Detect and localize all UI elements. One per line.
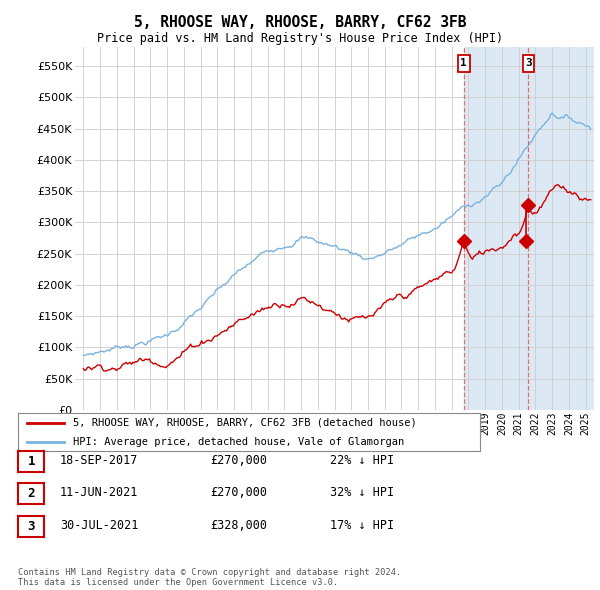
Text: 32% ↓ HPI: 32% ↓ HPI bbox=[330, 486, 394, 499]
Text: 30-JUL-2021: 30-JUL-2021 bbox=[60, 519, 139, 532]
Text: £270,000: £270,000 bbox=[210, 454, 267, 467]
Text: 3: 3 bbox=[525, 58, 532, 68]
Text: £270,000: £270,000 bbox=[210, 486, 267, 499]
Text: 5, RHOOSE WAY, RHOOSE, BARRY, CF62 3FB: 5, RHOOSE WAY, RHOOSE, BARRY, CF62 3FB bbox=[134, 15, 466, 30]
Bar bbox=[464, 47, 594, 410]
Text: £328,000: £328,000 bbox=[210, 519, 267, 532]
Text: HPI: Average price, detached house, Vale of Glamorgan: HPI: Average price, detached house, Vale… bbox=[73, 437, 404, 447]
Text: 22% ↓ HPI: 22% ↓ HPI bbox=[330, 454, 394, 467]
FancyBboxPatch shape bbox=[458, 55, 470, 72]
Text: This data is licensed under the Open Government Licence v3.0.: This data is licensed under the Open Gov… bbox=[18, 578, 338, 587]
Text: Contains HM Land Registry data © Crown copyright and database right 2024.: Contains HM Land Registry data © Crown c… bbox=[18, 568, 401, 577]
Text: 1: 1 bbox=[28, 455, 35, 468]
Text: 17% ↓ HPI: 17% ↓ HPI bbox=[330, 519, 394, 532]
Text: 11-JUN-2021: 11-JUN-2021 bbox=[60, 486, 139, 499]
FancyBboxPatch shape bbox=[523, 55, 534, 72]
Text: 1: 1 bbox=[460, 58, 467, 68]
Text: 18-SEP-2017: 18-SEP-2017 bbox=[60, 454, 139, 467]
Text: 3: 3 bbox=[28, 520, 35, 533]
Text: 2: 2 bbox=[28, 487, 35, 500]
Text: 5, RHOOSE WAY, RHOOSE, BARRY, CF62 3FB (detached house): 5, RHOOSE WAY, RHOOSE, BARRY, CF62 3FB (… bbox=[73, 418, 417, 428]
Text: Price paid vs. HM Land Registry's House Price Index (HPI): Price paid vs. HM Land Registry's House … bbox=[97, 32, 503, 45]
